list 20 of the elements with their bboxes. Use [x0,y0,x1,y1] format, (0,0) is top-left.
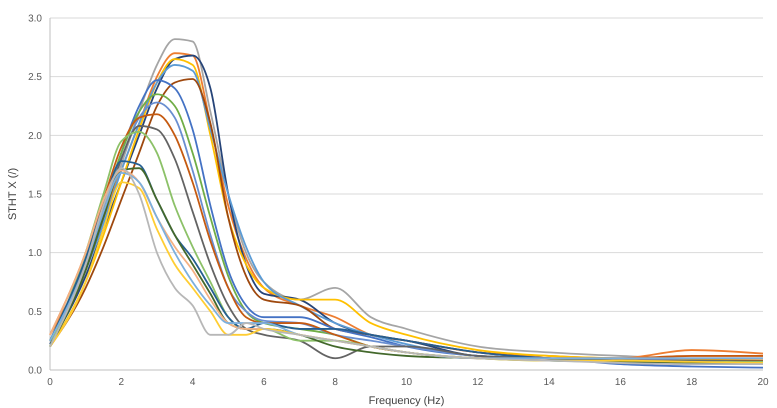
x-axis-title: Frequency (Hz) [368,395,444,407]
x-tick-label: 8 [332,377,338,388]
x-tick-label: 2 [118,377,125,388]
x-tick-label: 16 [614,377,626,388]
x-tick-label: 6 [261,377,268,388]
x-tick-label: 20 [757,377,769,388]
x-tick-label: 4 [190,377,196,388]
x-tick-label: 14 [544,377,556,388]
y-tick-label: 1.5 [28,190,42,200]
x-tick-label: 18 [686,377,698,388]
x-tick-label: 12 [472,377,484,388]
y-tick-label: 0.0 [28,366,42,376]
x-tick-label: 0 [47,377,54,388]
y-axis-title: STHT X (/) [7,168,19,220]
x-tick-label: 10 [400,377,412,388]
y-tick-label: 2.5 [28,72,42,84]
y-tick-label: 3.0 [28,14,42,24]
y-tick-label: 2.0 [28,130,42,142]
y-tick-label: 0.5 [28,306,42,318]
y-tick-label: 1.0 [28,248,42,260]
